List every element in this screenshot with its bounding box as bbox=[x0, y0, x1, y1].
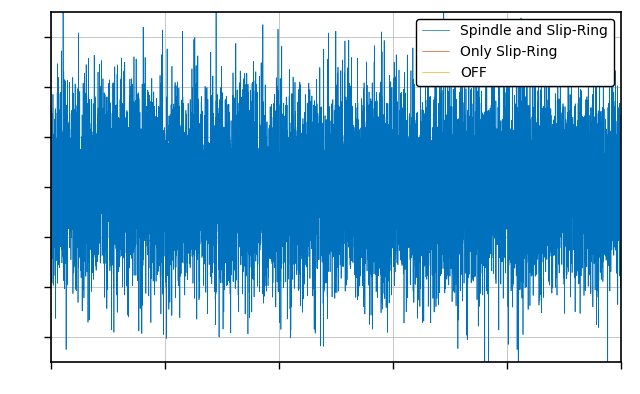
Spindle and Slip-Ring bbox=[587, 164, 595, 169]
Only Slip-Ring bbox=[47, 189, 55, 194]
OFF bbox=[189, 203, 197, 208]
OFF bbox=[326, 190, 333, 195]
Spindle and Slip-Ring bbox=[604, 381, 612, 386]
Line: Spindle and Slip-Ring: Spindle and Slip-Ring bbox=[51, 0, 621, 384]
Only Slip-Ring bbox=[380, 156, 388, 160]
OFF bbox=[587, 181, 595, 186]
Only Slip-Ring bbox=[598, 210, 606, 215]
Only Slip-Ring bbox=[71, 185, 79, 190]
Only Slip-Ring bbox=[617, 195, 625, 200]
OFF bbox=[534, 166, 542, 171]
OFF bbox=[71, 190, 79, 194]
OFF bbox=[617, 186, 625, 191]
Spindle and Slip-Ring bbox=[81, 207, 89, 212]
Only Slip-Ring bbox=[50, 184, 58, 189]
OFF bbox=[47, 183, 55, 188]
OFF bbox=[81, 186, 89, 191]
Spindle and Slip-Ring bbox=[326, 153, 333, 158]
OFF bbox=[159, 186, 166, 190]
Legend: Spindle and Slip-Ring, Only Slip-Ring, OFF: Spindle and Slip-Ring, Only Slip-Ring, O… bbox=[416, 19, 614, 86]
Spindle and Slip-Ring bbox=[47, 160, 55, 165]
Only Slip-Ring bbox=[159, 185, 166, 190]
OFF bbox=[50, 180, 58, 185]
Line: Only Slip-Ring: Only Slip-Ring bbox=[51, 158, 621, 212]
Only Slip-Ring bbox=[326, 176, 333, 181]
Spindle and Slip-Ring bbox=[617, 152, 625, 157]
Spindle and Slip-Ring bbox=[159, 188, 166, 192]
Only Slip-Ring bbox=[587, 191, 595, 196]
Spindle and Slip-Ring bbox=[71, 168, 79, 173]
Line: OFF: OFF bbox=[51, 169, 621, 205]
Only Slip-Ring bbox=[81, 183, 89, 188]
Spindle and Slip-Ring bbox=[50, 221, 58, 226]
